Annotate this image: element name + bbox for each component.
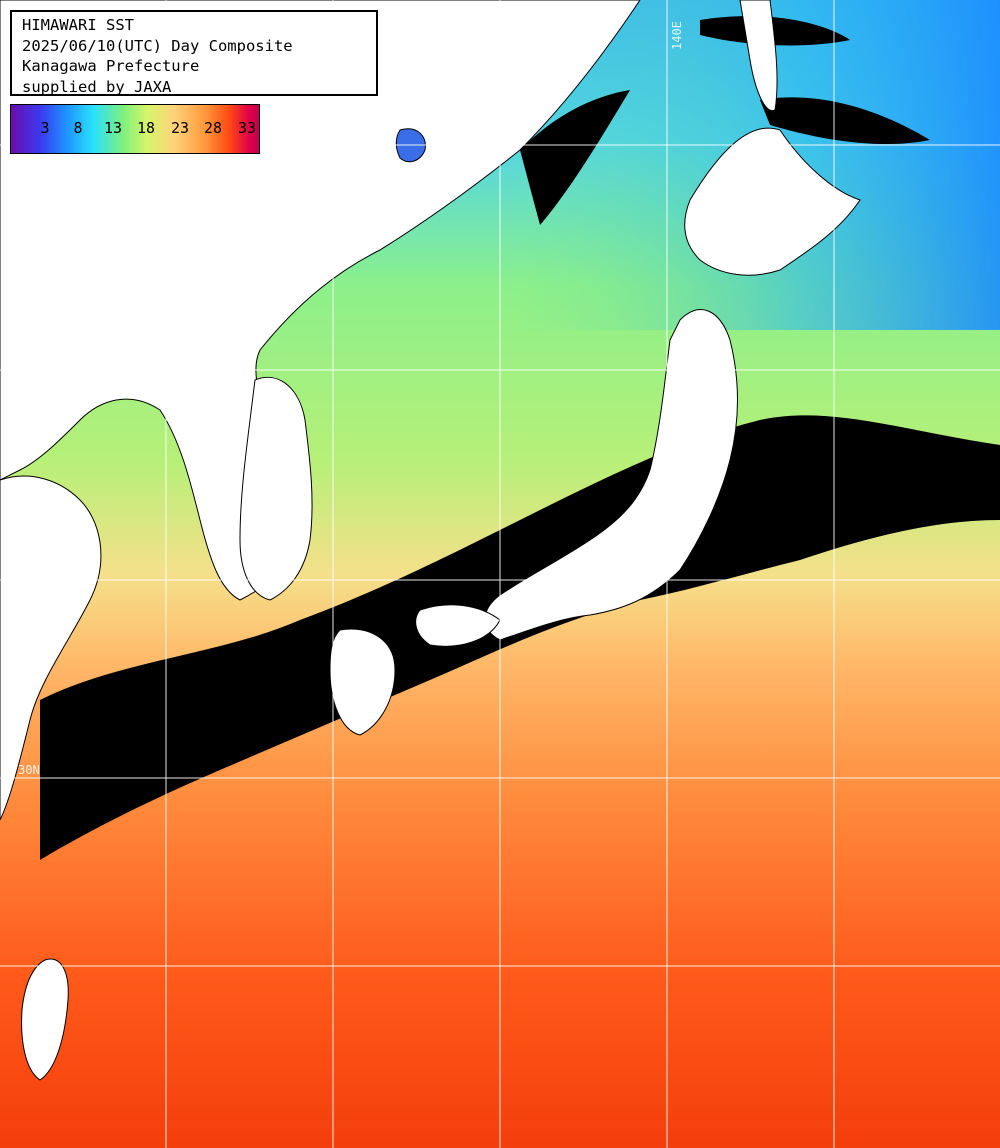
- cloud-band-south: [40, 415, 1000, 860]
- lon-label-140e: 140E: [670, 21, 684, 50]
- shikoku: [415, 604, 501, 647]
- title-product: HIMAWARI SST: [22, 16, 134, 34]
- cloud-north-top: [760, 97, 930, 145]
- legend-tick: 28: [203, 119, 223, 137]
- korea-peninsula: [239, 376, 313, 601]
- lat-label-30n: 30N: [18, 763, 40, 777]
- color-scale-legend: 3 8 13 18 23 28 33: [10, 104, 260, 154]
- legend-tick: 18: [136, 119, 156, 137]
- sakhalin: [739, 0, 778, 112]
- cloud-mask: [40, 16, 1000, 860]
- legend-tick: 33: [237, 119, 257, 137]
- cloud-sakhalin-coast: [700, 16, 850, 46]
- legend-tick: 23: [170, 119, 190, 137]
- legend-tick: 8: [73, 119, 83, 137]
- title-credit: supplied by JAXA: [22, 77, 172, 96]
- legend-tick: 3: [40, 119, 50, 137]
- title-date: 2025/06/10(UTC) Day Composite: [22, 36, 293, 55]
- title-region: Kanagawa Prefecture: [22, 57, 200, 75]
- cloud-north-east: [520, 90, 630, 225]
- china-coast: [0, 475, 102, 821]
- legend-tick: 13: [103, 119, 123, 137]
- honshu: [484, 309, 738, 641]
- hokkaido: [684, 127, 861, 276]
- kyushu: [329, 628, 396, 736]
- title-box: HIMAWARI SST 2025/06/10(UTC) Day Composi…: [10, 10, 378, 96]
- legend-tick-labels: 3 8 13 18 23 28 33: [11, 119, 259, 139]
- taiwan: [21, 958, 69, 1081]
- lat-label-40n: 40N: [18, 355, 40, 369]
